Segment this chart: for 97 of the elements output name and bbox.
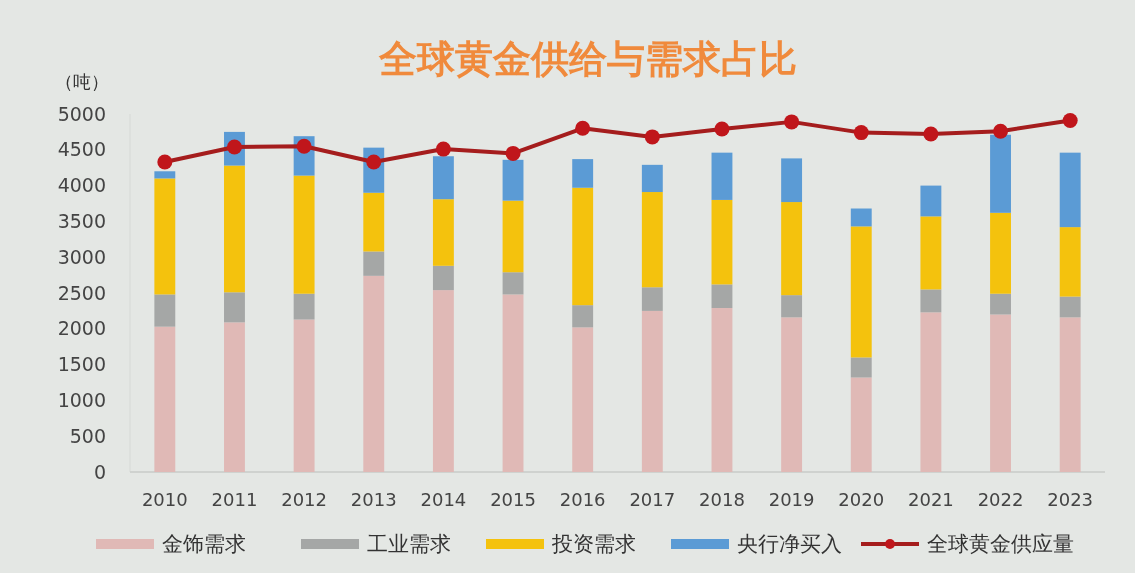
bar [502,272,524,295]
bar [1059,296,1081,318]
x-tick-label: 2014 [420,489,467,510]
y-tick-label: 4000 [57,174,106,197]
bar [990,314,1011,472]
legend-label: 金饰需求 [162,532,246,557]
bar [1059,317,1081,472]
bar [293,293,315,320]
bar [154,178,176,295]
point [784,114,800,130]
chart-title: 全球黄金供给与需求占比 [377,37,797,81]
bar [641,287,663,311]
point [505,145,521,161]
x-tick-label: 2022 [977,489,1024,510]
y-tick-label: 1500 [57,353,106,376]
y-tick-label: 2000 [57,317,106,340]
bar [363,275,385,472]
bar [781,158,803,203]
bar [920,312,942,472]
legend-label: 全球黄金供应量 [927,532,1074,557]
bar [293,319,315,472]
point [993,123,1009,139]
bar [711,284,733,309]
bar [572,187,594,306]
y-tick-label: 1000 [57,389,106,412]
x-tick-label: 2011 [211,489,258,510]
bar [781,202,803,296]
x-tick-label: 2017 [629,489,676,510]
bar [432,290,454,472]
bar [1059,152,1081,228]
x-tick-label: 2020 [838,489,885,510]
bar [990,212,1011,294]
point [714,121,730,137]
x-tick-label: 2023 [1047,489,1094,510]
bar [850,226,872,358]
point [575,120,591,136]
bar [711,199,733,285]
bar [641,192,663,288]
y-tick-label: 0 [93,460,106,483]
legend-label: 央行净买入 [737,532,842,557]
bar [502,159,524,201]
bar [990,134,1011,213]
point [853,125,869,141]
x-tick-label: 2013 [350,489,397,510]
bar [1059,227,1081,297]
y-axis-title: （吨） [55,71,109,92]
legend-label: 投资需求 [551,532,636,557]
x-tick-label: 2018 [699,489,745,510]
bar [293,175,315,294]
y-tick-label: 3000 [57,245,106,268]
bar [572,159,594,188]
bar [432,265,454,291]
point [435,141,451,157]
bar [920,185,942,217]
bar [641,164,663,193]
legend-label: 工业需求 [367,532,451,557]
bar [850,377,872,472]
bar [224,322,245,472]
x-tick-label: 2021 [907,489,954,510]
bar [711,308,733,472]
bar [781,317,803,472]
x-tick-label: 2016 [559,489,606,510]
point [644,129,660,145]
x-tick-label: 2015 [490,489,536,510]
bar [224,165,245,293]
bar [850,357,872,378]
x-tick-label: 2012 [281,489,328,510]
bar [711,152,733,200]
bar [502,294,524,472]
bar [572,305,594,328]
point [296,138,312,154]
bar [920,216,942,290]
y-tick-label: 2500 [57,281,106,304]
bar [781,295,803,318]
bar [432,156,454,200]
bar [363,251,385,276]
bar [432,199,454,266]
bar [850,208,872,227]
bar [990,293,1011,315]
bar [154,171,176,179]
point [157,154,173,170]
point [1062,112,1078,128]
bar [641,310,663,472]
bar [224,292,245,323]
bar [154,294,176,327]
bar [920,289,942,313]
y-tick-label: 5000 [57,102,106,125]
bar [363,192,385,252]
x-tick-label: 2010 [141,489,188,510]
bar [502,200,524,273]
x-tick-label: 2019 [768,489,815,510]
point [923,126,939,142]
bar [154,326,176,472]
y-tick-label: 500 [69,424,106,447]
y-tick-label: 3500 [57,210,106,233]
bar [572,327,594,472]
y-tick-label: 4500 [57,138,106,161]
